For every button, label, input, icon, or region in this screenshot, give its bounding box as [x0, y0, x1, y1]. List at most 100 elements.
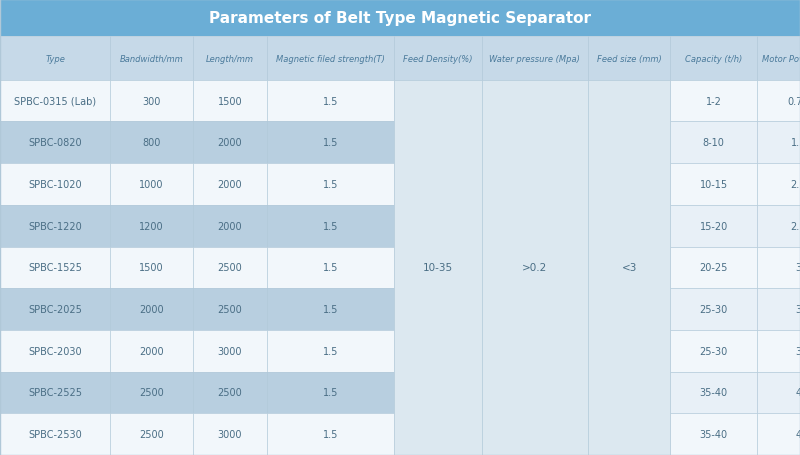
Bar — [757, 330, 800, 372]
Bar — [588, 37, 670, 81]
Bar — [193, 330, 267, 372]
Bar — [670, 81, 757, 122]
Bar — [757, 372, 800, 414]
Bar — [267, 288, 394, 330]
Bar — [0, 0, 800, 37]
Bar — [670, 372, 757, 414]
Text: 2500: 2500 — [218, 388, 242, 398]
Text: 1.5: 1.5 — [322, 138, 338, 148]
Text: 2500: 2500 — [218, 263, 242, 273]
Bar — [670, 37, 757, 81]
Bar — [670, 330, 757, 372]
Bar — [0, 414, 110, 455]
Text: 10-35: 10-35 — [422, 263, 453, 273]
Text: 2000: 2000 — [218, 138, 242, 148]
Text: Bandwidth/mm: Bandwidth/mm — [120, 55, 183, 63]
Bar — [267, 330, 394, 372]
Text: 1.5: 1.5 — [322, 180, 338, 190]
Text: 1200: 1200 — [139, 221, 164, 231]
Bar — [267, 205, 394, 247]
Bar — [110, 81, 193, 122]
Bar — [757, 414, 800, 455]
Text: Water pressure (Mpa): Water pressure (Mpa) — [490, 55, 580, 63]
Bar — [482, 81, 588, 455]
Bar — [0, 247, 110, 288]
Bar — [193, 164, 267, 205]
Bar — [193, 122, 267, 164]
Bar — [110, 164, 193, 205]
Text: 1.5: 1.5 — [322, 221, 338, 231]
Bar — [267, 81, 394, 122]
Text: 8-10: 8-10 — [702, 138, 725, 148]
Bar — [670, 288, 757, 330]
Text: 2500: 2500 — [139, 429, 164, 439]
Text: SPBC-2525: SPBC-2525 — [28, 388, 82, 398]
Text: Motor Power (kw): Motor Power (kw) — [762, 55, 800, 63]
Text: Length/mm: Length/mm — [206, 55, 254, 63]
Text: SPBC-0315 (Lab): SPBC-0315 (Lab) — [14, 96, 96, 106]
Text: 1-2: 1-2 — [706, 96, 722, 106]
Text: Magnetic filed strength(T): Magnetic filed strength(T) — [276, 55, 385, 63]
Text: SPBC-1525: SPBC-1525 — [28, 263, 82, 273]
Bar — [670, 247, 757, 288]
Bar — [267, 372, 394, 414]
Bar — [267, 122, 394, 164]
Text: SPBC-1020: SPBC-1020 — [28, 180, 82, 190]
Text: SPBC-0820: SPBC-0820 — [28, 138, 82, 148]
Bar — [0, 164, 110, 205]
Bar — [193, 288, 267, 330]
Text: 800: 800 — [142, 138, 161, 148]
Bar — [757, 288, 800, 330]
Bar — [0, 122, 110, 164]
Bar — [0, 205, 110, 247]
Text: 1.5: 1.5 — [322, 388, 338, 398]
Bar — [193, 81, 267, 122]
Text: 3: 3 — [795, 263, 800, 273]
Text: 1.5: 1.5 — [322, 346, 338, 356]
Text: 1.5: 1.5 — [322, 304, 338, 314]
Bar — [0, 330, 110, 372]
Text: 2.2: 2.2 — [790, 180, 800, 190]
Bar — [394, 37, 482, 81]
Text: 2500: 2500 — [218, 304, 242, 314]
Bar — [110, 288, 193, 330]
Bar — [757, 122, 800, 164]
Text: 3000: 3000 — [218, 429, 242, 439]
Bar — [394, 81, 482, 455]
Text: 15-20: 15-20 — [699, 221, 728, 231]
Text: 35-40: 35-40 — [699, 429, 728, 439]
Bar — [110, 247, 193, 288]
Bar — [757, 164, 800, 205]
Text: SPBC-2025: SPBC-2025 — [28, 304, 82, 314]
Text: Feed Density(%): Feed Density(%) — [403, 55, 472, 63]
Bar — [757, 247, 800, 288]
Bar — [670, 164, 757, 205]
Bar — [482, 37, 588, 81]
Text: Feed size (mm): Feed size (mm) — [597, 55, 662, 63]
Bar — [0, 288, 110, 330]
Bar — [193, 414, 267, 455]
Bar — [757, 205, 800, 247]
Bar — [670, 122, 757, 164]
Text: Parameters of Belt Type Magnetic Separator: Parameters of Belt Type Magnetic Separat… — [209, 11, 591, 26]
Text: 1500: 1500 — [139, 263, 164, 273]
Text: 1.5: 1.5 — [322, 429, 338, 439]
Bar — [0, 372, 110, 414]
Text: 1500: 1500 — [218, 96, 242, 106]
Text: 1.5: 1.5 — [322, 263, 338, 273]
Text: 10-15: 10-15 — [699, 180, 728, 190]
Text: 3000: 3000 — [218, 346, 242, 356]
Text: 1000: 1000 — [139, 180, 164, 190]
Bar — [193, 372, 267, 414]
Bar — [110, 330, 193, 372]
Text: 2000: 2000 — [139, 346, 164, 356]
Text: <3: <3 — [622, 263, 637, 273]
Text: 1.5: 1.5 — [322, 96, 338, 106]
Text: 2000: 2000 — [139, 304, 164, 314]
Bar — [267, 164, 394, 205]
Bar — [267, 247, 394, 288]
Text: SPBC-2030: SPBC-2030 — [28, 346, 82, 356]
Text: 2500: 2500 — [139, 388, 164, 398]
Text: 4: 4 — [795, 388, 800, 398]
Text: Capacity (t/h): Capacity (t/h) — [685, 55, 742, 63]
